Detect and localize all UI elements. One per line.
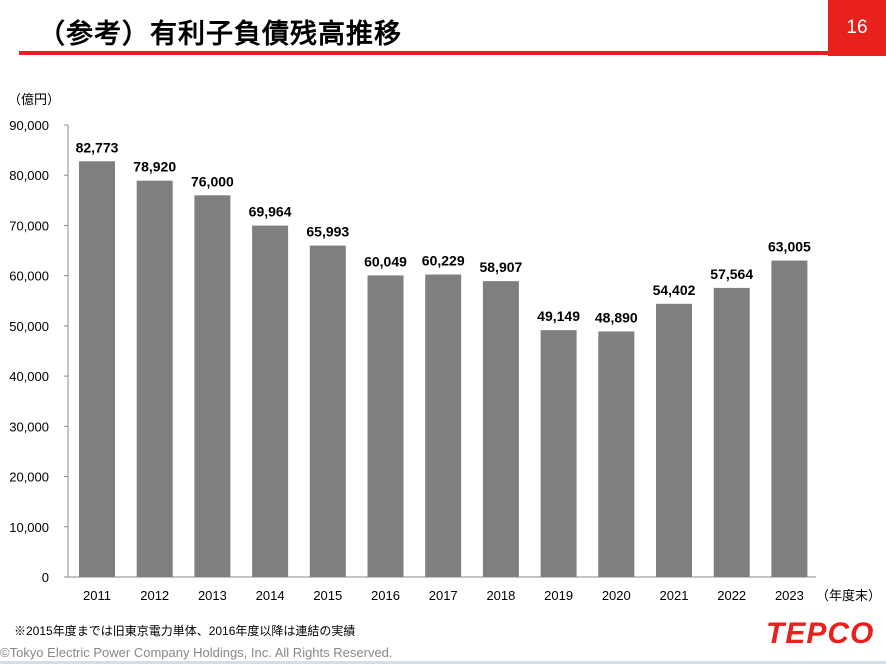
bar-2023 — [771, 260, 808, 577]
x-tick-label: 2016 — [371, 588, 400, 603]
y-tick-label: 70,000 — [9, 218, 49, 233]
y-tick-label: 0 — [42, 570, 49, 585]
bar-2019 — [540, 330, 577, 577]
x-tick-label: 2013 — [198, 588, 227, 603]
data-label: 63,005 — [768, 239, 811, 255]
data-label: 48,890 — [595, 309, 638, 325]
x-tick-label: 2017 — [429, 588, 458, 603]
x-tick-label: 2021 — [660, 588, 689, 603]
bar-chart: （億円） 0 10,000 20,000 30,000 40,000 50,000 60,00… — [8, 92, 881, 603]
data-label: 76,000 — [191, 173, 234, 189]
bar-2020 — [598, 331, 635, 577]
x-tick-label: 2019 — [544, 588, 573, 603]
footnote: ※2015年度までは旧東京電力単体、2016年度以降は連結の実績 — [14, 624, 356, 638]
x-tick-label: 2014 — [256, 588, 285, 603]
bar-2014 — [252, 225, 289, 577]
data-label: 58,907 — [479, 259, 522, 275]
tepco-logo: TEPCO — [766, 617, 875, 650]
bar-2015 — [309, 245, 346, 577]
page-number: 16 — [828, 0, 886, 56]
y-axis-unit-label: （億円） — [8, 92, 60, 107]
x-tick-label: 2022 — [717, 588, 746, 603]
data-label: 49,149 — [537, 308, 580, 324]
bottom-divider — [0, 661, 886, 664]
data-label: 82,773 — [76, 139, 119, 155]
bar-2016 — [367, 275, 404, 577]
y-tick-label: 20,000 — [9, 470, 49, 485]
bar-2013 — [194, 195, 231, 578]
page-title: （参考）有利子負債残高推移 — [38, 19, 402, 49]
x-tick-label: 2011 — [83, 588, 111, 603]
x-tick-label: 2020 — [602, 588, 631, 603]
y-tick-label: 40,000 — [9, 369, 49, 384]
data-label: 65,993 — [306, 224, 349, 240]
y-tick-label: 30,000 — [9, 419, 49, 434]
copyright: ©Tokyo Electric Power Company Holdings, … — [0, 645, 393, 660]
bar-2022 — [713, 287, 750, 577]
data-label: 60,229 — [422, 253, 465, 269]
data-label: 57,564 — [710, 266, 753, 282]
y-tick-label: 10,000 — [9, 520, 49, 535]
data-label: 78,920 — [133, 159, 176, 175]
y-tick-label: 90,000 — [9, 118, 49, 133]
bar-2017 — [425, 274, 462, 577]
x-tick-label: 2018 — [486, 588, 515, 603]
y-tick-label: 80,000 — [9, 168, 49, 183]
bar-2011 — [79, 161, 115, 577]
x-tick-label: 2015 — [313, 588, 342, 603]
x-tick-label: 2023 — [775, 588, 804, 603]
x-axis-unit-label: （年度末） — [816, 588, 881, 603]
bar-2018 — [482, 281, 519, 577]
title-underline — [19, 51, 829, 55]
bar-2021 — [656, 303, 692, 577]
y-tick-label: 60,000 — [9, 269, 49, 284]
x-tick-label: 2012 — [140, 588, 169, 603]
data-label: 54,402 — [653, 282, 696, 298]
data-label: 60,049 — [364, 253, 407, 269]
y-tick-label: 50,000 — [9, 319, 49, 334]
data-label: 69,964 — [249, 204, 292, 220]
bar-2012 — [136, 180, 173, 577]
